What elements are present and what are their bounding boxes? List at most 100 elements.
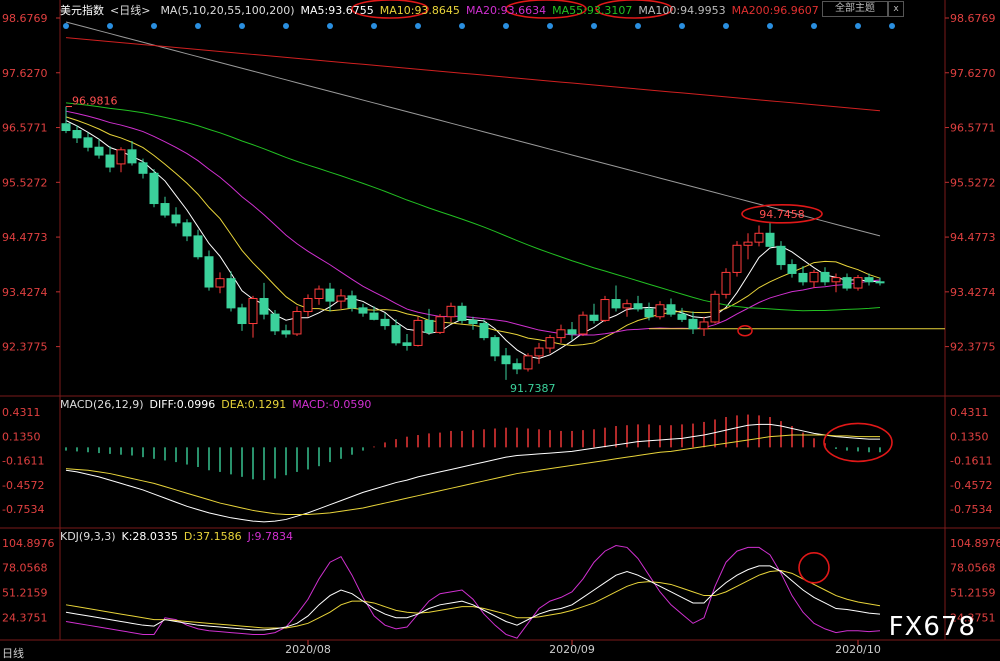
signal-dot — [503, 23, 509, 29]
macd-y-tick-label-left: 0.1350 — [2, 430, 41, 443]
signal-dot — [767, 23, 773, 29]
candle-body — [72, 130, 82, 139]
close-icon[interactable]: x — [888, 1, 904, 17]
kdj-k-line — [65, 565, 881, 631]
candle-body — [193, 235, 203, 258]
kdj-header: KDJ(9,3,3) K:28.0335 D:37.1586 J:9.7834 — [60, 530, 299, 543]
main-chart-header: 美元指数 <日线> MA(5,10,20,55,100,200) MA5:93.675… — [60, 2, 825, 18]
macd-y-tick-label-left: -0.7534 — [2, 503, 44, 516]
candle-body — [545, 337, 555, 349]
ma10-highlight-circle — [351, 0, 429, 19]
signal-dot — [459, 23, 465, 29]
signal-dot — [591, 23, 597, 29]
kdj-k: K:28.0335 — [121, 530, 178, 543]
candle-body — [83, 137, 93, 148]
candle-body — [160, 203, 170, 216]
period-label[interactable]: <日线> — [110, 4, 151, 17]
candle-body — [237, 307, 247, 325]
y-tick-label-left: 93.4274 — [2, 286, 48, 299]
macd-y-tick-label-right: -0.1611 — [950, 455, 992, 468]
ma-label: MA(5,10,20,55,100,200) — [160, 4, 295, 17]
candle-body — [853, 277, 863, 289]
candle-body — [490, 337, 500, 357]
ma10-value: MA10:93.8645 — [379, 4, 460, 17]
peak-highlight-circle — [741, 204, 823, 224]
low-price-label: 91.7387 — [510, 382, 556, 395]
signal-dot — [679, 23, 685, 29]
candle-body — [270, 313, 280, 332]
signal-dot — [195, 23, 201, 29]
signal-dot — [635, 23, 641, 29]
ma55-line — [65, 102, 881, 312]
candle-body — [94, 146, 104, 156]
candle-body — [358, 307, 368, 314]
kdj-d-line — [65, 570, 881, 629]
high-price-label: 96.9816 — [72, 95, 118, 108]
candle-body — [259, 297, 269, 315]
candle-body — [468, 319, 478, 325]
signal-dot — [547, 23, 553, 29]
y-tick-label-left: 92.3775 — [2, 341, 48, 354]
theme-select-button[interactable]: 全部主题 — [822, 1, 888, 17]
kdj-cross-circle — [798, 551, 830, 584]
kdj-y-tick-label-right: 24.3751 — [950, 611, 996, 624]
kdj-j-line — [65, 545, 881, 639]
kdj-y-tick-label-right: 51.2159 — [950, 587, 996, 600]
macd-diff: DIFF:0.0996 — [149, 398, 216, 411]
candle-body — [622, 303, 632, 309]
candle-body — [248, 297, 258, 325]
signal-dot — [723, 23, 729, 29]
y-tick-label-right: 96.5771 — [950, 122, 996, 135]
candle-body — [171, 214, 181, 224]
ma100-value: MA100:94.9953 — [638, 4, 726, 17]
candle-body — [600, 299, 610, 321]
macd-y-tick-label-left: -0.1611 — [2, 455, 44, 468]
candle-body — [457, 305, 467, 321]
candle-body — [534, 347, 544, 357]
macd-y-tick-label-right: 0.1350 — [950, 430, 989, 443]
macd-header: MACD(26,12,9) DIFF:0.0996 DEA:0.1291 MACD:-… — [60, 398, 377, 411]
macd-cross-circle — [823, 422, 893, 463]
candle-body — [138, 162, 148, 174]
instrument-title: 美元指数 — [60, 4, 104, 17]
ma100-line — [65, 21, 881, 237]
y-tick-label-left: 96.5771 — [2, 122, 48, 135]
candle-body — [798, 272, 808, 283]
signal-dot — [151, 23, 157, 29]
macd-diff-line — [65, 423, 880, 523]
candle-body — [127, 149, 137, 164]
macd-dea-line — [65, 434, 880, 516]
ma55-value: MA55:93.3107 — [552, 4, 633, 17]
candle-body — [314, 288, 324, 299]
candle-body — [325, 288, 335, 302]
candle-body — [380, 318, 390, 327]
kdj-y-tick-label-left: 24.3751 — [2, 611, 48, 624]
candle-body — [765, 232, 775, 247]
candle-body — [611, 299, 621, 309]
signal-dot — [371, 23, 377, 29]
candle-body — [666, 304, 676, 315]
candle-body — [226, 278, 236, 309]
candle-body — [556, 329, 566, 339]
signal-dot — [239, 23, 245, 29]
peak-price-label: 94.7458 — [759, 208, 805, 221]
candle-body — [644, 308, 654, 318]
kdj-y-tick-label-left: 78.0568 — [2, 562, 48, 575]
macd-y-tick-label-left: -0.4572 — [2, 479, 44, 492]
candle-body — [512, 363, 522, 370]
candle-body — [875, 281, 885, 284]
candle-body — [842, 277, 852, 289]
candle-body — [336, 295, 346, 302]
kdj-d: D:37.1586 — [183, 530, 242, 543]
macd-y-tick-label-left: 0.4311 — [2, 406, 41, 419]
candle-body — [292, 311, 302, 335]
signal-dot — [107, 23, 113, 29]
period-tab[interactable]: 日线 — [2, 647, 24, 660]
signal-dot — [415, 23, 421, 29]
kdj-y-tick-label-right: 78.0568 — [950, 562, 996, 575]
y-tick-label-left: 94.4773 — [2, 231, 48, 244]
ma200-value: MA200:96.9607 — [731, 4, 819, 17]
candle-body — [413, 319, 423, 346]
ma200-line — [65, 37, 881, 112]
